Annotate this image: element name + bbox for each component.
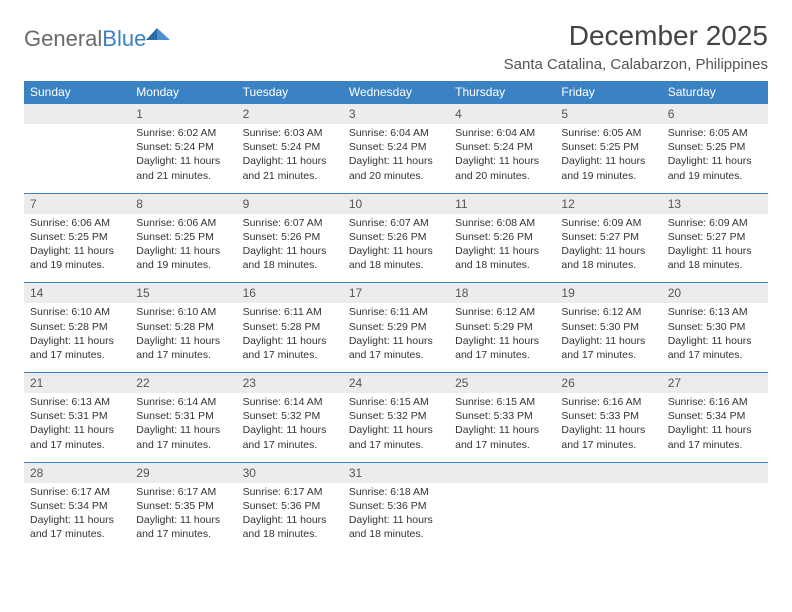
weekday-header: Saturday <box>662 81 768 104</box>
date-cell: 11 <box>449 193 555 214</box>
weekday-header-row: Sunday Monday Tuesday Wednesday Thursday… <box>24 81 768 104</box>
detail-cell: Sunrise: 6:13 AMSunset: 5:31 PMDaylight:… <box>24 393 130 462</box>
detail-cell: Sunrise: 6:07 AMSunset: 5:26 PMDaylight:… <box>343 214 449 283</box>
weekday-header: Monday <box>130 81 236 104</box>
date-cell: 27 <box>662 373 768 394</box>
logo-part2: Blue <box>102 26 146 51</box>
date-cell: 30 <box>237 462 343 483</box>
detail-cell: Sunrise: 6:12 AMSunset: 5:29 PMDaylight:… <box>449 303 555 372</box>
detail-cell: Sunrise: 6:18 AMSunset: 5:36 PMDaylight:… <box>343 483 449 552</box>
detail-cell: Sunrise: 6:12 AMSunset: 5:30 PMDaylight:… <box>555 303 661 372</box>
date-cell: 8 <box>130 193 236 214</box>
date-row: 78910111213 <box>24 193 768 214</box>
detail-cell: Sunrise: 6:05 AMSunset: 5:25 PMDaylight:… <box>662 124 768 193</box>
detail-cell: Sunrise: 6:09 AMSunset: 5:27 PMDaylight:… <box>662 214 768 283</box>
detail-cell: Sunrise: 6:02 AMSunset: 5:24 PMDaylight:… <box>130 124 236 193</box>
detail-cell: Sunrise: 6:11 AMSunset: 5:29 PMDaylight:… <box>343 303 449 372</box>
detail-cell: Sunrise: 6:17 AMSunset: 5:36 PMDaylight:… <box>237 483 343 552</box>
detail-row: Sunrise: 6:13 AMSunset: 5:31 PMDaylight:… <box>24 393 768 462</box>
date-cell: 13 <box>662 193 768 214</box>
date-cell: 2 <box>237 104 343 125</box>
detail-cell: Sunrise: 6:17 AMSunset: 5:35 PMDaylight:… <box>130 483 236 552</box>
detail-row: Sunrise: 6:10 AMSunset: 5:28 PMDaylight:… <box>24 303 768 372</box>
weekday-header: Sunday <box>24 81 130 104</box>
detail-cell: Sunrise: 6:06 AMSunset: 5:25 PMDaylight:… <box>130 214 236 283</box>
date-cell: 7 <box>24 193 130 214</box>
date-cell: 4 <box>449 104 555 125</box>
date-cell: 5 <box>555 104 661 125</box>
triangle-icon <box>146 25 172 48</box>
date-cell: 20 <box>662 283 768 304</box>
month-title: December 2025 <box>504 20 768 52</box>
date-row: 123456 <box>24 104 768 125</box>
date-cell <box>449 462 555 483</box>
detail-cell: Sunrise: 6:17 AMSunset: 5:34 PMDaylight:… <box>24 483 130 552</box>
detail-cell: Sunrise: 6:14 AMSunset: 5:31 PMDaylight:… <box>130 393 236 462</box>
detail-cell: Sunrise: 6:08 AMSunset: 5:26 PMDaylight:… <box>449 214 555 283</box>
weekday-header: Wednesday <box>343 81 449 104</box>
calendar-table: Sunday Monday Tuesday Wednesday Thursday… <box>24 81 768 551</box>
date-cell: 1 <box>130 104 236 125</box>
detail-cell: Sunrise: 6:13 AMSunset: 5:30 PMDaylight:… <box>662 303 768 372</box>
detail-cell: Sunrise: 6:03 AMSunset: 5:24 PMDaylight:… <box>237 124 343 193</box>
date-cell <box>662 462 768 483</box>
date-cell: 12 <box>555 193 661 214</box>
detail-cell: Sunrise: 6:15 AMSunset: 5:33 PMDaylight:… <box>449 393 555 462</box>
detail-cell: Sunrise: 6:15 AMSunset: 5:32 PMDaylight:… <box>343 393 449 462</box>
date-cell <box>24 104 130 125</box>
logo-part1: General <box>24 26 102 51</box>
detail-cell: Sunrise: 6:09 AMSunset: 5:27 PMDaylight:… <box>555 214 661 283</box>
date-cell: 18 <box>449 283 555 304</box>
detail-cell <box>449 483 555 552</box>
date-row: 28293031 <box>24 462 768 483</box>
header: GeneralBlue December 2025 Santa Catalina… <box>24 20 768 73</box>
detail-cell <box>662 483 768 552</box>
date-cell: 28 <box>24 462 130 483</box>
date-cell: 16 <box>237 283 343 304</box>
title-block: December 2025 Santa Catalina, Calabarzon… <box>504 20 768 73</box>
detail-cell: Sunrise: 6:16 AMSunset: 5:34 PMDaylight:… <box>662 393 768 462</box>
date-cell: 19 <box>555 283 661 304</box>
weekday-header: Friday <box>555 81 661 104</box>
date-cell: 22 <box>130 373 236 394</box>
date-cell: 26 <box>555 373 661 394</box>
logo: GeneralBlue <box>24 26 172 52</box>
date-cell: 10 <box>343 193 449 214</box>
detail-cell: Sunrise: 6:04 AMSunset: 5:24 PMDaylight:… <box>449 124 555 193</box>
date-cell: 17 <box>343 283 449 304</box>
detail-row: Sunrise: 6:17 AMSunset: 5:34 PMDaylight:… <box>24 483 768 552</box>
location: Santa Catalina, Calabarzon, Philippines <box>504 56 768 73</box>
date-cell: 15 <box>130 283 236 304</box>
date-cell: 25 <box>449 373 555 394</box>
detail-cell <box>555 483 661 552</box>
weekday-header: Tuesday <box>237 81 343 104</box>
detail-cell: Sunrise: 6:06 AMSunset: 5:25 PMDaylight:… <box>24 214 130 283</box>
date-cell: 29 <box>130 462 236 483</box>
logo-text: GeneralBlue <box>24 26 146 52</box>
detail-cell: Sunrise: 6:10 AMSunset: 5:28 PMDaylight:… <box>130 303 236 372</box>
date-cell: 6 <box>662 104 768 125</box>
detail-cell: Sunrise: 6:10 AMSunset: 5:28 PMDaylight:… <box>24 303 130 372</box>
date-cell: 24 <box>343 373 449 394</box>
detail-cell <box>24 124 130 193</box>
detail-cell: Sunrise: 6:05 AMSunset: 5:25 PMDaylight:… <box>555 124 661 193</box>
date-cell: 3 <box>343 104 449 125</box>
date-cell: 21 <box>24 373 130 394</box>
detail-cell: Sunrise: 6:14 AMSunset: 5:32 PMDaylight:… <box>237 393 343 462</box>
detail-row: Sunrise: 6:02 AMSunset: 5:24 PMDaylight:… <box>24 124 768 193</box>
date-cell: 31 <box>343 462 449 483</box>
detail-cell: Sunrise: 6:04 AMSunset: 5:24 PMDaylight:… <box>343 124 449 193</box>
date-cell <box>555 462 661 483</box>
detail-cell: Sunrise: 6:07 AMSunset: 5:26 PMDaylight:… <box>237 214 343 283</box>
date-row: 14151617181920 <box>24 283 768 304</box>
date-cell: 14 <box>24 283 130 304</box>
date-cell: 23 <box>237 373 343 394</box>
detail-cell: Sunrise: 6:11 AMSunset: 5:28 PMDaylight:… <box>237 303 343 372</box>
detail-cell: Sunrise: 6:16 AMSunset: 5:33 PMDaylight:… <box>555 393 661 462</box>
detail-row: Sunrise: 6:06 AMSunset: 5:25 PMDaylight:… <box>24 214 768 283</box>
date-cell: 9 <box>237 193 343 214</box>
date-row: 21222324252627 <box>24 373 768 394</box>
weekday-header: Thursday <box>449 81 555 104</box>
